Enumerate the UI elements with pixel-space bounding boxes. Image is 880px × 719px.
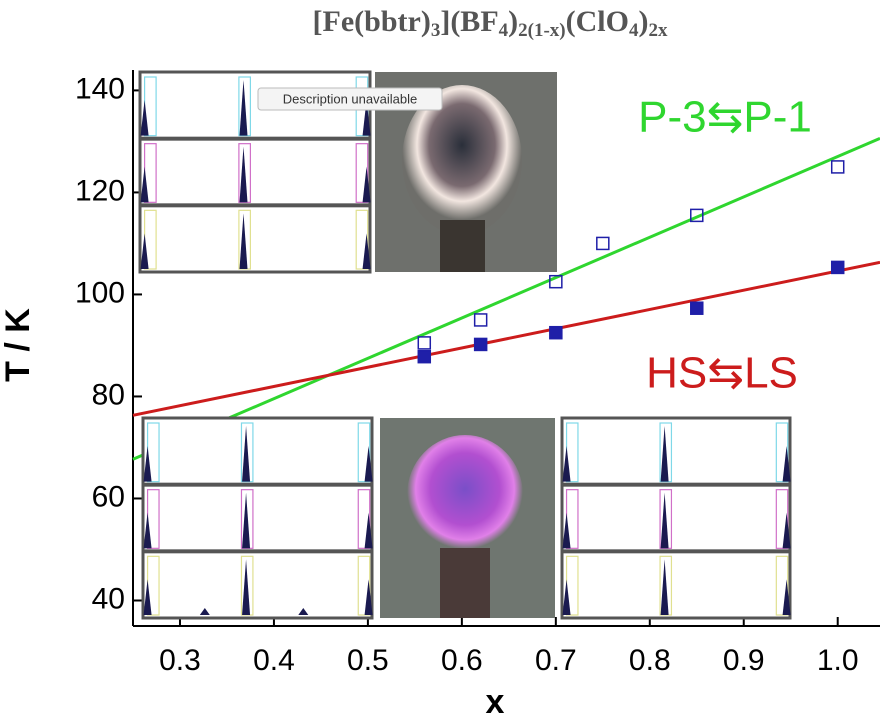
- title-part: 3: [431, 20, 441, 41]
- inset-peak: [242, 492, 251, 549]
- inset-divider: [143, 482, 372, 487]
- marker: [473, 337, 488, 352]
- fit-line: [132, 260, 880, 417]
- title-part: 4: [629, 20, 639, 41]
- inset-window: [357, 489, 371, 549]
- inset-peak: [298, 608, 309, 615]
- inset-window: [775, 555, 789, 616]
- inset-peak: [782, 446, 791, 482]
- insets: [138, 70, 792, 620]
- marker: [830, 160, 845, 174]
- inset-peak: [364, 446, 373, 482]
- y-tick-label: 120: [75, 174, 125, 207]
- marker: [417, 349, 432, 364]
- marker: [473, 313, 488, 327]
- inset-peak: [362, 100, 371, 136]
- inset-peak: [239, 80, 248, 136]
- inset-peak: [239, 213, 248, 269]
- title-part: ](BF: [440, 5, 498, 38]
- inset-peak: [562, 512, 571, 549]
- y-tick-label: 40: [92, 582, 125, 615]
- inset-peak: [140, 233, 149, 269]
- inset-peak: [782, 579, 791, 615]
- title-part: ): [638, 5, 648, 38]
- inset-window: [355, 209, 369, 270]
- inset-peak: [364, 579, 373, 615]
- inset-window: [357, 422, 371, 483]
- photo-crystal: [402, 85, 522, 235]
- inset-peak: [242, 559, 251, 615]
- inset-divider: [143, 549, 372, 554]
- marker: [690, 301, 704, 315]
- series-label: P-3⇆P-1: [638, 93, 812, 142]
- inset-frame: [560, 416, 792, 620]
- marker: [596, 236, 610, 251]
- chart-title: [Fe(bbtr)3](BF4)2(1-x)(ClO4)2x: [313, 5, 668, 41]
- inset-window: [775, 422, 789, 483]
- x-tick-label: 0.8: [629, 644, 671, 677]
- inset-window: [355, 143, 369, 203]
- x-tick-label: 0.5: [347, 644, 389, 677]
- inset-peak: [782, 512, 791, 549]
- inset-peak: [143, 579, 152, 615]
- inset-peak: [660, 492, 669, 549]
- x-tick-label: 0.9: [723, 644, 765, 677]
- inset-peak: [660, 426, 669, 482]
- photo-stem: [440, 548, 490, 618]
- inset-peak: [140, 100, 149, 136]
- inset-window: [238, 143, 251, 203]
- inset-peak: [239, 146, 248, 203]
- series-label: HS⇆LS: [646, 349, 798, 398]
- inset-peak: [242, 426, 251, 482]
- inset-peak: [362, 166, 371, 203]
- title-part: 2x: [648, 20, 668, 41]
- inset-frame: [141, 416, 374, 620]
- inset-peak: [562, 579, 571, 615]
- x-tick-label: 0.4: [253, 644, 295, 677]
- marker: [690, 208, 704, 223]
- y-tick-label: 80: [92, 378, 125, 411]
- title-part: 4: [499, 20, 509, 41]
- x-tick-label: 1.0: [817, 644, 859, 677]
- inset-peak: [562, 446, 571, 482]
- inset-peak: [362, 233, 371, 269]
- inset-peak: [660, 559, 669, 615]
- marker: [830, 260, 845, 275]
- marker: [549, 325, 563, 340]
- inset-window: [775, 489, 789, 549]
- x-tick-label: 0.3: [159, 644, 201, 677]
- marker: [549, 274, 563, 289]
- inset-divider: [140, 136, 370, 141]
- photo-crystal: [407, 435, 523, 555]
- y-tick-label: 100: [75, 276, 125, 309]
- y-tick-label: 60: [92, 480, 125, 513]
- title-part: (ClO: [566, 5, 629, 38]
- inset-peak: [199, 608, 210, 615]
- title-part: ): [508, 5, 518, 38]
- x-axis-label: x: [486, 683, 505, 714]
- inset-divider: [562, 549, 790, 554]
- title-part: [Fe(bbtr): [313, 5, 431, 38]
- y-axis-label: T / K: [0, 308, 37, 382]
- title-part: 2(1-x): [518, 20, 565, 41]
- inset-window: [357, 555, 371, 616]
- inset-peak: [364, 512, 373, 549]
- inset-divider: [562, 482, 790, 487]
- tooltip: Description unavailable: [257, 87, 443, 111]
- inset-divider: [140, 203, 370, 208]
- y-tick-label: 140: [75, 72, 125, 105]
- inset-peak: [140, 166, 149, 203]
- tooltip-text: Description unavailable: [283, 91, 417, 106]
- inset-peak: [143, 446, 152, 482]
- fit-line: [132, 136, 880, 461]
- x-tick-label: 0.6: [441, 644, 483, 677]
- x-tick-label: 0.7: [535, 644, 577, 677]
- photo-stem: [440, 220, 485, 272]
- marker: [417, 336, 432, 350]
- inset-peak: [143, 512, 152, 549]
